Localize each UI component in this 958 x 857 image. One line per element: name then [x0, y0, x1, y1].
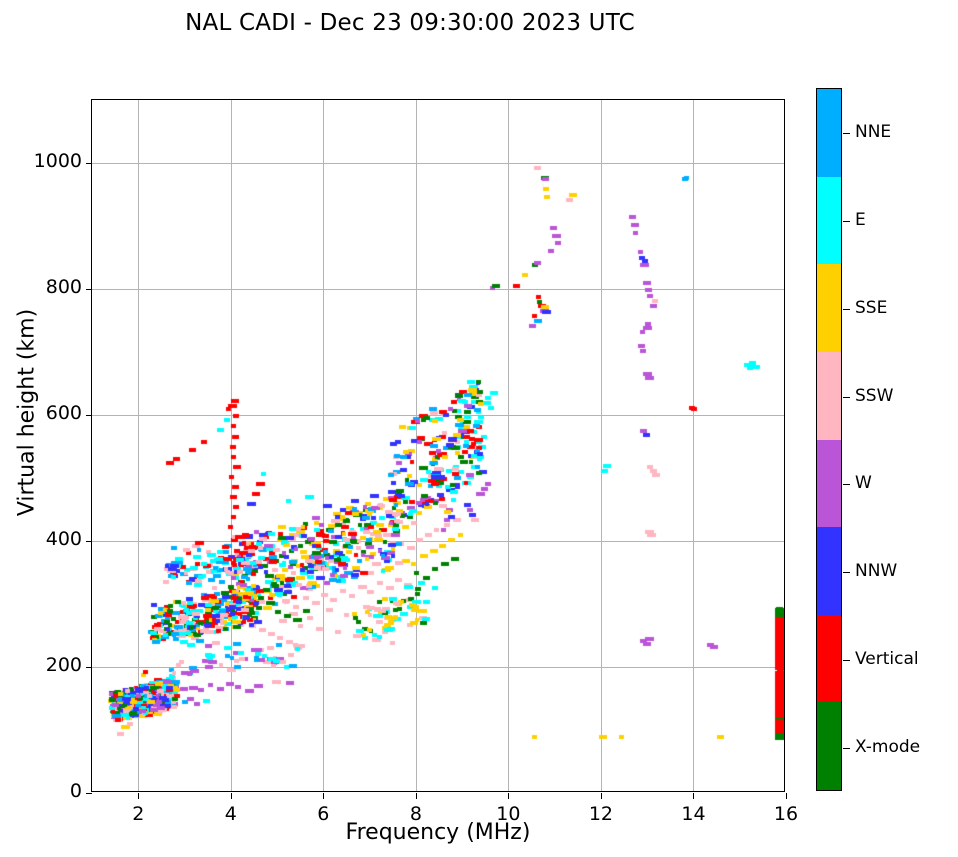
- y-tick-label: 200: [45, 654, 82, 676]
- x-tick-label: 2: [132, 803, 145, 825]
- y-tick: [86, 415, 92, 416]
- y-tick: [86, 793, 92, 794]
- colorbar-segment-ssw: [817, 351, 841, 440]
- colorbar-tick: [843, 660, 850, 662]
- colorbar-label-x-mode: X-mode: [855, 737, 921, 758]
- colorbar-label-nnw: NNW: [855, 561, 898, 582]
- y-tick-label: 0: [69, 780, 82, 802]
- ionogram-plot: 2 4 6 8 10 12 14 16 0 200 400 600 800 1000: [34, 99, 798, 825]
- y-axis-title: Virtual height (km): [14, 308, 40, 517]
- colorbar-tick: [843, 308, 850, 310]
- y-tick: [86, 289, 92, 290]
- x-tick-label: 4: [224, 803, 237, 825]
- x-tick: [323, 793, 325, 799]
- colorbar: NNE E SSE SSW W NNW Vertical X-mode: [816, 88, 920, 791]
- colorbar-segment-e: [817, 176, 841, 265]
- page-title: NAL CADI - Dec 23 09:30:00 2023 UTC: [185, 10, 635, 36]
- x-tick: [415, 793, 417, 799]
- y-tick: [86, 667, 92, 668]
- x-tick: [138, 793, 140, 799]
- y-tick-label: 800: [45, 276, 82, 298]
- x-tick: [508, 793, 510, 799]
- x-tick: [600, 793, 602, 799]
- colorbar-segment-nnw: [817, 527, 841, 615]
- x-tick: [786, 793, 787, 799]
- colorbar-segment-vertical: [817, 614, 841, 703]
- y-tick: [86, 541, 92, 542]
- data-layer: [92, 100, 784, 791]
- colorbar-segment-sse: [817, 264, 841, 352]
- y-tick-label: 600: [45, 402, 82, 424]
- colorbar-tick: [843, 132, 850, 134]
- x-tick-label: 10: [496, 803, 521, 825]
- colorbar-segment-nne: [817, 89, 841, 177]
- colorbar-label-vertical: Vertical: [855, 649, 919, 670]
- colorbar-segment-w: [817, 439, 841, 528]
- colorbar-segment-x-mode: [817, 702, 841, 790]
- colorbar-tick: [843, 484, 850, 486]
- colorbar-tick: [843, 396, 850, 398]
- colorbar-label-w: W: [855, 473, 872, 494]
- y-tick-label: 400: [45, 528, 82, 550]
- y-tick: [86, 163, 92, 164]
- x-tick-label: 8: [409, 803, 422, 825]
- x-tick-label: 12: [588, 803, 614, 825]
- x-tick-label: 14: [681, 803, 706, 825]
- colorbar-label-nne: NNE: [855, 121, 892, 142]
- colorbar-tick: [843, 220, 850, 222]
- echo-scatter-canvas: [92, 100, 784, 791]
- colorbar-tick: [843, 748, 850, 750]
- x-tick: [693, 793, 695, 799]
- y-tick-label: 1000: [33, 150, 82, 172]
- colorbar-label-e: E: [855, 209, 866, 230]
- x-axis-title: Frequency (MHz): [345, 820, 531, 845]
- x-tick-label: 16: [773, 803, 799, 825]
- colorbar-label-sse: SSE: [855, 297, 888, 318]
- x-tick: [230, 793, 232, 799]
- colorbar-tick: [843, 572, 850, 574]
- x-tick-label: 6: [317, 803, 330, 825]
- colorbar-label-ssw: SSW: [855, 385, 894, 406]
